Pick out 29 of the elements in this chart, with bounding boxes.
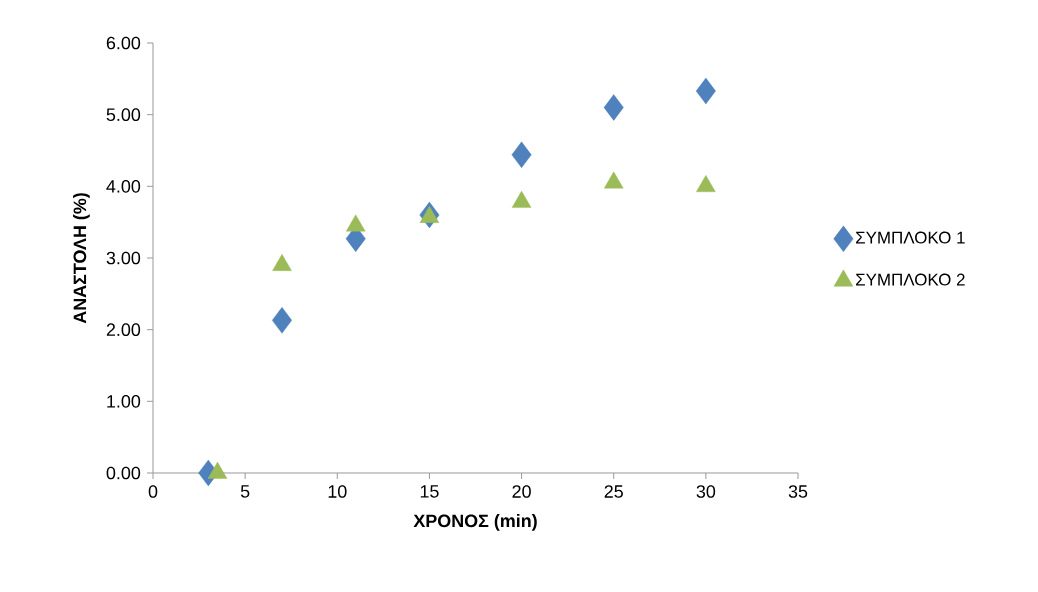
x-tick-label: 5 xyxy=(240,485,250,498)
point xyxy=(207,461,228,479)
x-tick-label: 10 xyxy=(328,485,347,498)
point xyxy=(695,77,716,105)
point xyxy=(603,94,624,121)
legend-label: ΣΥΜΠΛΟΚΟ 1 xyxy=(856,231,965,244)
y-tick-label: 1.00 xyxy=(107,394,141,408)
y-tick-label: 4.00 xyxy=(106,179,141,193)
y-tick-label: 3.00 xyxy=(106,251,141,265)
x-tick-label: 30 xyxy=(696,485,716,498)
x-tick-label: 0 xyxy=(148,485,158,498)
y-tick-label: 0.00 xyxy=(106,466,141,480)
y-tick-label: 2.00 xyxy=(106,323,141,336)
point xyxy=(696,175,716,193)
point xyxy=(603,171,624,189)
x-tick-label: 20 xyxy=(512,485,531,498)
y-axis-title: ΑΝΑΣΤΟΛΗ (%) xyxy=(73,193,90,324)
x-tick-label: 35 xyxy=(788,485,808,498)
point xyxy=(511,190,532,208)
x-tick-label: 25 xyxy=(604,485,623,498)
x-tick-label: 15 xyxy=(420,485,439,498)
y-tick-label: 5.00 xyxy=(106,108,141,121)
point xyxy=(345,214,366,232)
legend-label: ΣΥΜΠΛΟΚΟ 2 xyxy=(856,273,965,286)
y-tick-label: 6.00 xyxy=(106,36,141,50)
x-axis-title: ΧΡΟΝΟΣ (min) xyxy=(413,514,537,531)
point xyxy=(511,141,532,168)
point xyxy=(272,253,292,271)
point xyxy=(419,205,440,223)
